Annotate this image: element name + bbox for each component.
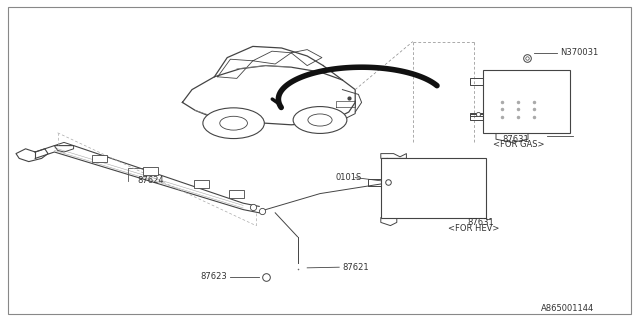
Text: <FOR GAS>: <FOR GAS> <box>493 140 544 149</box>
Bar <box>381 158 486 218</box>
Bar <box>483 70 570 133</box>
Bar <box>143 167 158 175</box>
Bar <box>229 190 244 198</box>
Text: A865001144: A865001144 <box>541 304 594 313</box>
Text: 87631: 87631 <box>502 135 529 144</box>
Bar <box>92 155 107 162</box>
Text: 0101S: 0101S <box>336 173 362 182</box>
Text: N370031: N370031 <box>560 48 598 57</box>
Text: 87623: 87623 <box>200 272 227 281</box>
Circle shape <box>308 114 332 126</box>
Circle shape <box>203 108 264 139</box>
Circle shape <box>293 107 347 133</box>
Text: <FOR HEV>: <FOR HEV> <box>448 224 499 233</box>
Text: 87631: 87631 <box>467 218 494 227</box>
Bar <box>194 180 209 188</box>
Text: 87621: 87621 <box>342 263 369 272</box>
Circle shape <box>220 116 248 130</box>
Text: 87624: 87624 <box>138 176 164 185</box>
